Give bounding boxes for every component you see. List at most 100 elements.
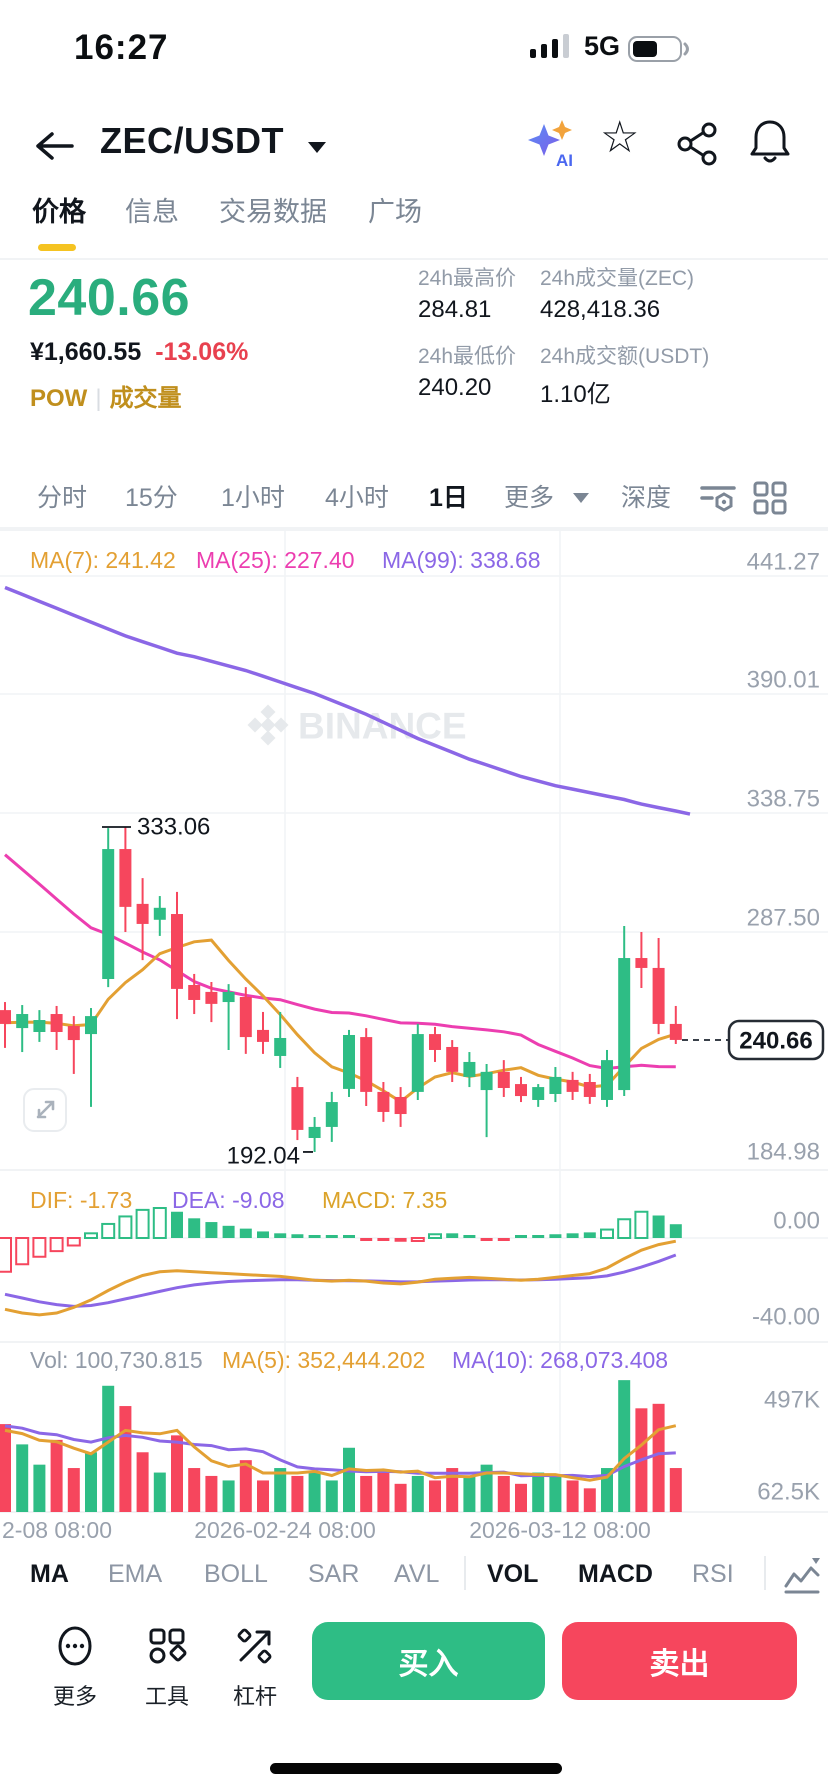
macd-bar xyxy=(600,1228,614,1239)
tab-2[interactable]: 信息 xyxy=(125,197,179,227)
ma99-line xyxy=(4,585,691,816)
leverage-label: 杠杆 xyxy=(232,1684,277,1709)
tools-button[interactable]: 工具 xyxy=(127,1624,207,1711)
candle-body xyxy=(16,1014,29,1029)
volume-bar xyxy=(274,1468,287,1512)
interval-more[interactable]: 更多 xyxy=(504,484,555,512)
volume-bar xyxy=(652,1403,665,1512)
tab-active-underline xyxy=(38,244,76,251)
candle-body xyxy=(411,1034,424,1092)
indicator-boll[interactable]: BOLL xyxy=(204,1560,268,1588)
volume-bar xyxy=(308,1472,321,1512)
macd-bar xyxy=(394,1238,407,1242)
macd-bar xyxy=(497,1238,510,1241)
fiat-price: ¥1,660.55 xyxy=(30,338,142,366)
back-button[interactable] xyxy=(32,126,76,166)
svg-text:AI: AI xyxy=(556,151,573,170)
candle-body xyxy=(85,1016,97,1035)
volume-bar xyxy=(85,1452,97,1512)
candle-body xyxy=(360,1037,373,1092)
svg-text:497K: 497K xyxy=(764,1387,820,1414)
layout-grid-icon[interactable] xyxy=(752,480,788,516)
pair-title[interactable]: ZEC/USDT xyxy=(100,120,284,161)
divider xyxy=(0,527,828,529)
interval-分时[interactable]: 分时 xyxy=(37,484,88,512)
fiat-price-row: ¥1,660.55 -13.06% xyxy=(30,338,248,367)
indicator-settings-icon[interactable] xyxy=(698,480,738,516)
volume-bar xyxy=(16,1444,29,1512)
candle-body xyxy=(343,1034,355,1089)
macd-bar xyxy=(257,1231,269,1238)
macd-bar xyxy=(652,1215,665,1238)
candle-body xyxy=(377,1091,390,1112)
interval-1日[interactable]: 1日 xyxy=(429,484,468,512)
macd-bar xyxy=(152,1207,167,1239)
tab-4[interactable]: 广场 xyxy=(368,197,422,227)
macd-bar xyxy=(634,1210,649,1239)
candle-body xyxy=(566,1079,579,1092)
candle-body xyxy=(136,903,149,924)
svg-text:0.00: 0.00 xyxy=(773,1208,820,1235)
tab-1[interactable]: 价格 xyxy=(32,197,86,227)
candle-body xyxy=(33,1020,46,1032)
tab-3[interactable]: 交易数据 xyxy=(219,197,327,227)
volume-bar xyxy=(497,1475,510,1512)
svg-text:184.98: 184.98 xyxy=(747,1139,820,1166)
expand-chart-button xyxy=(23,1088,67,1132)
volume-bar xyxy=(239,1460,252,1512)
more-ellipsis-icon xyxy=(58,1626,92,1666)
ai-icon[interactable]: AI xyxy=(524,118,582,170)
indicator-avl[interactable]: AVL xyxy=(394,1560,440,1588)
depth-button[interactable]: 深度 xyxy=(621,484,672,512)
share-icon[interactable] xyxy=(676,122,720,166)
candle-body xyxy=(532,1087,545,1100)
macd-bar xyxy=(49,1237,64,1253)
volume-bar xyxy=(669,1468,682,1512)
candle-body xyxy=(50,1014,63,1032)
interval-toolbar: 分时 15分 1小时 4小时 1日 更多 深度 xyxy=(0,478,828,518)
indicator-ma[interactable]: MA xyxy=(30,1560,69,1588)
volume-bar xyxy=(257,1480,269,1512)
home-indicator[interactable] xyxy=(270,1763,562,1774)
interval-1小时[interactable]: 1小时 xyxy=(221,484,285,512)
volume-bar xyxy=(171,1435,183,1512)
buy-button[interactable]: 买入 xyxy=(312,1622,545,1700)
svg-text:-40.00: -40.00 xyxy=(752,1304,820,1331)
volume-bar xyxy=(0,1424,11,1512)
token-tag-row[interactable]: POW | 成交量 xyxy=(30,378,182,413)
favorite-star-icon[interactable]: ☆ xyxy=(600,113,640,162)
volume-bar xyxy=(429,1480,441,1512)
indicator-vol[interactable]: VOL xyxy=(487,1560,539,1588)
more-button[interactable]: 更多 xyxy=(35,1624,115,1711)
pow-tag[interactable]: POW xyxy=(30,385,88,412)
macd-bar xyxy=(84,1232,98,1239)
sell-button[interactable]: 卖出 xyxy=(562,1622,797,1700)
indicator-macd[interactable]: MACD xyxy=(578,1560,653,1588)
volume-tag[interactable]: 成交量 xyxy=(109,385,182,412)
pair-dropdown-caret-icon[interactable] xyxy=(306,140,328,156)
kline-chart[interactable]: BINANCE 333.06 192.04 441.27 390.01 338.75 287… xyxy=(0,529,828,1545)
indicator-chart-icon[interactable] xyxy=(782,1556,822,1596)
volume-bar xyxy=(136,1452,149,1512)
volume-bar xyxy=(532,1472,545,1512)
macd-bar xyxy=(377,1238,390,1241)
divider xyxy=(0,258,828,260)
indicator-ema[interactable]: EMA xyxy=(108,1560,163,1588)
volume-bar xyxy=(394,1483,407,1512)
indicator-sar[interactable]: SAR xyxy=(308,1560,360,1588)
volume-bar xyxy=(33,1464,46,1512)
notification-bell-icon[interactable] xyxy=(748,118,792,166)
candle-body xyxy=(102,849,115,980)
svg-text:240.66: 240.66 xyxy=(739,1028,812,1055)
leverage-icon xyxy=(237,1628,272,1664)
candle-body xyxy=(205,991,218,1004)
leverage-button[interactable]: 杠杆 xyxy=(215,1624,295,1711)
indicator-rsi[interactable]: RSI xyxy=(692,1560,734,1588)
macd-bar xyxy=(66,1237,81,1247)
interval-4小时[interactable]: 4小时 xyxy=(325,484,389,512)
last-price: 240.66 xyxy=(28,269,191,327)
volume-bar xyxy=(549,1475,562,1512)
stat-label-1: 24h成交量(ZEC) xyxy=(540,267,695,290)
candle-body xyxy=(291,1087,304,1130)
interval-15分[interactable]: 15分 xyxy=(125,484,178,512)
